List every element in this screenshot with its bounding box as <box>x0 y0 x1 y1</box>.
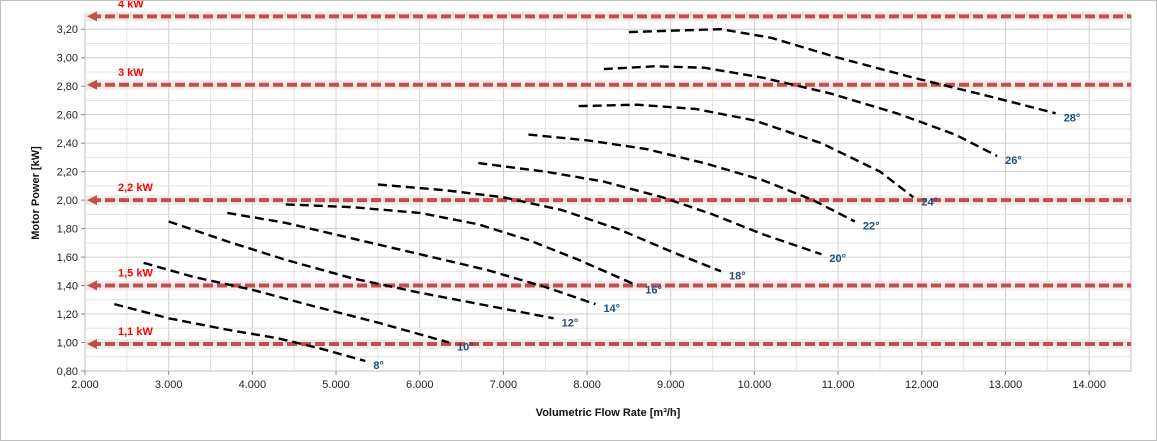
blade-angle-label: 16° <box>645 285 662 297</box>
blade-angle-curve <box>628 28 1056 115</box>
blade-angle-curve <box>478 161 822 256</box>
blade-angle-label: 14° <box>603 303 620 315</box>
x-axis-title: Volumetric Flow Rate [m³/h] <box>536 407 681 419</box>
motor-rating-band <box>85 280 1131 291</box>
blade-angle-label: 12° <box>562 317 579 329</box>
y-tick-label: 1,80 <box>57 224 78 236</box>
blade-angle-label: 26° <box>1005 155 1022 167</box>
motor-rating-band <box>85 11 1131 22</box>
blade-angle-label: 10° <box>457 342 474 354</box>
blade-angle-curve <box>168 220 554 320</box>
blade-angle-curve <box>603 65 998 158</box>
blade-angle-curves: 8° 10° 12° 14° 16° 18° 20° 22° 24° 26° 28° <box>113 28 1081 372</box>
y-axis-title: Motor Power [kW] <box>30 146 42 240</box>
blade-angle-label: 8° <box>373 360 384 372</box>
motor-rating-arrow-icon <box>87 195 97 206</box>
blade-angle-label: 20° <box>829 253 846 265</box>
blade-angle-label: 24° <box>921 196 938 208</box>
blade-angle-curve <box>113 302 366 363</box>
motor-rating-label: 1,5 kW <box>118 268 153 280</box>
motor-rating-arrow-icon <box>87 280 97 291</box>
y-tick-label: 0,80 <box>57 366 78 378</box>
y-tick-label: 1,40 <box>57 281 78 293</box>
x-tick-label: 11.000 <box>822 379 855 391</box>
y-tick-label: 2,40 <box>57 138 78 150</box>
motor-rating-arrow-icon <box>87 338 97 349</box>
motor-rating-lines: 1,1 kW 1,5 kW 2,2 kW 3 kW 4 kW <box>85 1 1131 349</box>
motor-rating-arrow-icon <box>87 11 97 22</box>
x-tick-label: 9.000 <box>657 379 685 391</box>
y-tick-label: 1,20 <box>57 309 78 321</box>
blade-angle-label: 18° <box>729 270 746 282</box>
y-tick-label: 2,20 <box>57 167 78 179</box>
x-tick-label: 10.000 <box>738 379 772 391</box>
x-tick-label: 4.000 <box>239 379 267 391</box>
x-tick-label: 3.000 <box>155 379 183 391</box>
y-tick-label: 2,00 <box>57 195 78 207</box>
plot-area <box>84 14 1132 372</box>
x-tick-label: 12.000 <box>905 379 939 391</box>
y-tick-label: 2,60 <box>57 110 78 122</box>
motor-rating-label: 4 kW <box>118 1 144 10</box>
grid <box>84 14 1132 372</box>
x-tick-label: 8.000 <box>573 379 601 391</box>
y-tick-label: 3,20 <box>57 24 78 36</box>
blade-angle-label: 28° <box>1064 112 1081 124</box>
blade-angle-label: 22° <box>863 220 880 232</box>
motor-rating-band <box>85 79 1131 90</box>
motor-rating-band <box>85 338 1131 349</box>
blade-angle-curve <box>227 211 596 306</box>
motor-rating-band <box>85 195 1131 206</box>
y-tick-label: 2,80 <box>57 81 78 93</box>
y-tick-label: 1,60 <box>57 252 78 264</box>
blade-angle-curve <box>528 133 856 223</box>
x-tick-label: 13.000 <box>989 379 1023 391</box>
x-tick-label: 5.000 <box>322 379 350 391</box>
motor-rating-arrow-icon <box>87 79 97 90</box>
blade-angle-curve <box>578 103 915 199</box>
y-tick-label: 3,00 <box>57 53 78 65</box>
x-tick-label: 2.000 <box>71 379 99 391</box>
x-tick-label: 14.000 <box>1072 379 1106 391</box>
blade-angle-curve <box>285 203 638 287</box>
motor-rating-label: 3 kW <box>118 67 144 79</box>
motor-rating-label: 2,2 kW <box>118 182 153 194</box>
axes: 2.000 3.000 4.000 5.000 6.000 7.000 8.000 9.000… <box>57 24 1106 391</box>
blade-angle-curve <box>377 183 722 273</box>
x-tick-label: 6.000 <box>406 379 434 391</box>
blade-angle-curve <box>143 261 450 344</box>
y-tick-label: 1,00 <box>57 338 78 350</box>
motor-rating-label: 1,1 kW <box>118 326 153 338</box>
x-tick-label: 7.000 <box>490 379 518 391</box>
